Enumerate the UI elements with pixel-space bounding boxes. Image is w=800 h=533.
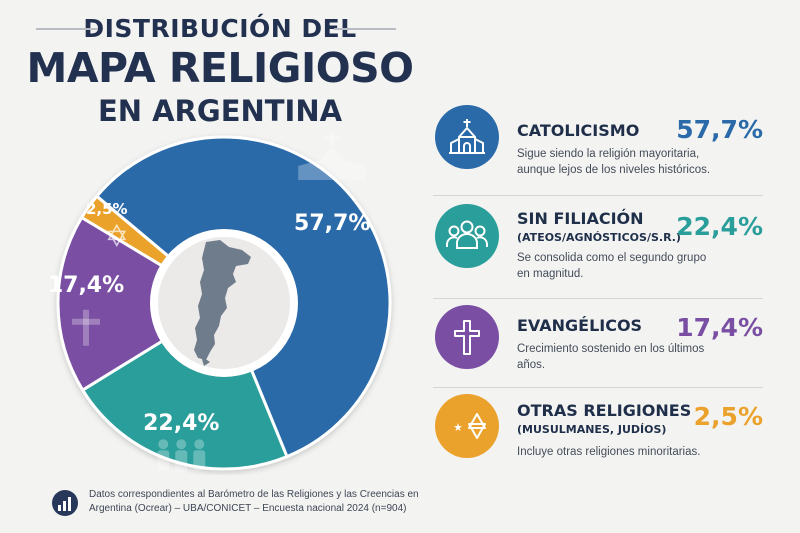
legend-pct: 17,4% (676, 313, 763, 342)
legend-description: Se consolida como el segundo grupo en ma… (517, 252, 707, 280)
title-rule-left (36, 28, 98, 30)
church-icon (298, 131, 367, 180)
title-line-3: EN ARGENTINA (97, 94, 343, 128)
legend-description: Sigue siendo la religión mayoritaria, au… (517, 148, 711, 176)
title-line-1: DISTRIBUCIÓN DEL (83, 14, 357, 43)
title-line-2: MAPA RELIGIOSO (26, 44, 414, 92)
legend-subtitle: (ATEOS/AGNÓSTICOS/S.R.) (517, 231, 681, 244)
legend-item-sin-filiacion: SIN FILIACIÓN (ATEOS/AGNÓSTICOS/S.R.) 22… (433, 195, 763, 298)
star-crescent-icon (82, 223, 127, 247)
footer-text: Datos correspondientes al Barómetro de l… (89, 489, 419, 514)
legend-pct: 2,5% (693, 402, 763, 431)
argentina-map-icon (194, 240, 251, 366)
legend-item-evangelicos: EVANGÉLICOS 17,4% Crecimiento sostenido … (433, 298, 763, 387)
legend-name: OTRAS RELIGIONES (517, 401, 692, 420)
legend-item-otras-religiones: OTRAS RELIGIONES (MUSULMANES, JUDÍOS) 2,… (433, 387, 763, 476)
cross-icon (435, 305, 499, 369)
people-icon (435, 204, 499, 268)
legend-name: CATOLICISMO (517, 121, 640, 140)
bar-chart-icon (52, 490, 78, 516)
legend-list: CATOLICISMO 57,7% Sigue siendo la religi… (433, 103, 763, 476)
legend-name: EVANGÉLICOS (517, 316, 643, 335)
church-icon (435, 105, 499, 169)
slice-label-2: 17,4% (48, 273, 124, 298)
legend-description: Crecimiento sostenido en los últimos año… (517, 343, 705, 371)
donut-chart: 57,7% 22,4% 17,4% 2,5% (48, 131, 392, 473)
legend-pct: 22,4% (676, 212, 763, 241)
legend-item-catolicismo: CATOLICISMO 57,7% Sigue siendo la religi… (433, 103, 763, 195)
slice-label-3: 2,5% (86, 200, 128, 218)
cross-icon (72, 309, 101, 346)
title-rule-right (334, 28, 396, 30)
legend-description: Incluye otras religiones minoritarias. (517, 446, 701, 458)
title-block: DISTRIBUCIÓN DEL MAPA RELIGIOSO EN ARGEN… (20, 16, 420, 126)
slice-label-1: 22,4% (143, 411, 219, 436)
star-crescent-icon (435, 394, 499, 458)
people-icon (157, 439, 206, 473)
legend-name: SIN FILIACIÓN (517, 209, 644, 228)
legend-pct: 57,7% (676, 115, 763, 144)
legend-subtitle: (MUSULMANES, JUDÍOS) (517, 423, 667, 436)
slice-label-0: 57,7% (294, 211, 370, 236)
